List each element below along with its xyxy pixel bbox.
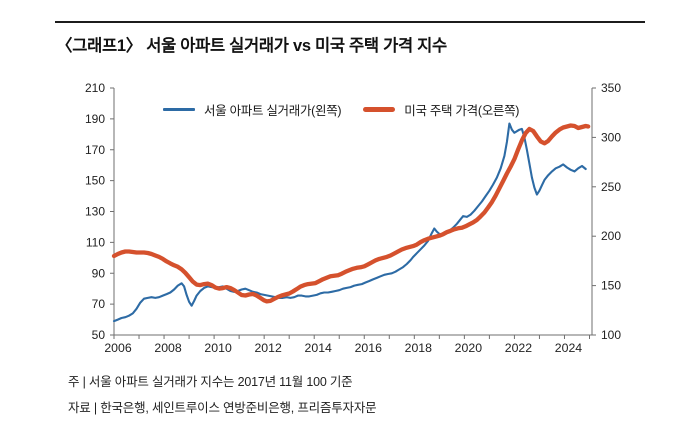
y-left-tick-label: 170 (85, 143, 105, 157)
y-left-tick-label: 190 (85, 112, 105, 126)
x-axis-tick-label: 2024 (555, 341, 583, 355)
top-divider-rule (55, 21, 645, 23)
y-right-tick-label: 100 (601, 328, 621, 342)
x-axis-tick-label: 2014 (305, 341, 333, 355)
y-left-tick-label: 50 (92, 328, 106, 342)
y-left-tick-label: 150 (85, 174, 105, 188)
y-left-tick-label: 210 (85, 81, 105, 95)
y-left-tick-label: 110 (86, 235, 105, 249)
y-left-tick-label: 70 (92, 297, 106, 311)
chart-legend: 서울 아파트 실거래가(왼쪽) 미국 주택 가격(오른쪽) (163, 100, 519, 119)
x-axis-tick-label: 2006 (104, 341, 132, 355)
legend-label-seoul: 서울 아파트 실거래가(왼쪽) (204, 104, 342, 118)
x-axis-tick-label: 2016 (355, 341, 383, 355)
x-axis-tick-label: 2012 (254, 341, 282, 355)
y-left-tick-label: 90 (92, 266, 106, 280)
legend-item-us: 미국 주택 가격(오른쪽) (363, 100, 519, 119)
legend-item-seoul: 서울 아파트 실거래가(왼쪽) (163, 100, 342, 119)
y-right-tick-label: 150 (601, 279, 621, 293)
footnote-basis: 주 | 서울 아파트 실거래가 지수는 2017년 11월 100 기준 (68, 375, 353, 389)
y-left-tick-label: 130 (85, 205, 105, 219)
y-right-tick-label: 350 (601, 81, 621, 95)
series-line-seoul (112, 122, 587, 323)
series-line-us (111, 123, 591, 304)
footnote-source: 자료 | 한국은행, 세인트루이스 연방준비은행, 프리즘투자자문 (68, 401, 377, 415)
x-axis-tick-label: 2020 (455, 341, 483, 355)
y-right-tick-label: 300 (601, 130, 621, 144)
x-axis-tick-label: 2018 (405, 341, 433, 355)
x-axis-tick-label: 2010 (204, 341, 232, 355)
us-series-swatch (363, 107, 396, 112)
page-title: 〈그래프1〉 서울 아파트 실거래가 vs 미국 주택 가격 지수 (56, 37, 447, 55)
legend-label-us: 미국 주택 가격(오른쪽) (404, 104, 520, 118)
seoul-series-swatch (163, 108, 195, 111)
y-right-tick-label: 200 (601, 229, 621, 243)
x-axis-tick-label: 2022 (505, 341, 533, 355)
y-right-tick-label: 250 (601, 180, 621, 194)
x-axis-tick-label: 2008 (154, 341, 182, 355)
